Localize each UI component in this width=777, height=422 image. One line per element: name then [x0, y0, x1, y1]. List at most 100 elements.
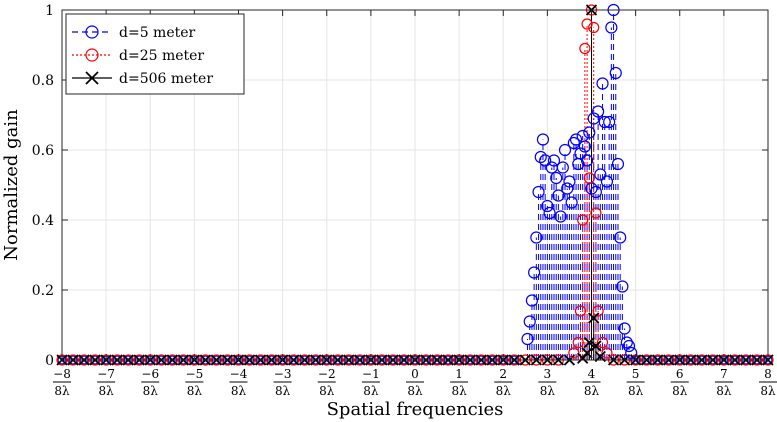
x-tick-numerator: 5 — [632, 367, 640, 381]
stem-circle-marker — [579, 42, 591, 55]
stem-circle-marker — [625, 346, 638, 360]
stem-circle-marker — [592, 105, 605, 118]
x-tick-numerator: −5 — [186, 367, 204, 381]
stem-circle-marker — [594, 168, 607, 181]
x-tick-denominator: 8λ — [628, 384, 644, 398]
stem-circle-marker — [554, 210, 567, 223]
x-tick-denominator: 8λ — [584, 384, 600, 398]
x-tick-denominator: 8λ — [760, 384, 776, 398]
stem-circle-marker — [556, 161, 569, 174]
x-tick-numerator: −6 — [141, 367, 159, 381]
stem-circle-marker — [616, 280, 629, 293]
x-tick-numerator: −4 — [230, 367, 248, 381]
stem-circle-marker — [569, 133, 583, 146]
legend-label: d=25 meter — [119, 48, 204, 64]
y-tick-label: 1 — [45, 3, 54, 19]
stem-circle-marker — [598, 115, 611, 129]
stem-circle-marker — [618, 322, 631, 335]
x-tick-denominator: 8λ — [319, 384, 335, 398]
x-tick-denominator: 8λ — [187, 384, 203, 398]
x-axis-ticks: −8 8λ −7 8λ −6 8λ −5 8λ −4 8λ −3 8λ −2 8λ −1 8λ 0 8λ 1 8λ 2 8… — [53, 10, 777, 398]
stem-circle-marker — [578, 140, 591, 153]
stem-circle-marker — [532, 185, 545, 199]
legend-x-marker — [85, 71, 99, 85]
stem-circle-marker — [568, 347, 580, 359]
stem-circle-marker — [567, 136, 580, 150]
stem-circle-marker — [525, 294, 539, 307]
stem-circle-marker — [572, 336, 584, 349]
stem-circle-marker — [574, 305, 587, 317]
x-axis-label: Spatial frequencies — [327, 399, 504, 420]
stem-circle-marker — [523, 315, 536, 328]
stem-circle-marker — [543, 206, 556, 220]
stem-circle-marker — [590, 207, 602, 219]
stem-circle-marker — [580, 154, 594, 167]
stem-circle-marker — [609, 66, 622, 80]
stem-circle-marker — [563, 175, 576, 188]
x-tick-numerator: 7 — [720, 367, 728, 381]
stem-circle-marker — [561, 182, 574, 195]
stem-circle-marker — [536, 133, 550, 146]
stem-circle-marker — [592, 305, 604, 317]
stem-circle-marker — [589, 185, 603, 199]
x-tick-numerator: 0 — [411, 367, 419, 381]
x-tick-numerator: 2 — [499, 367, 507, 381]
stem-circle-marker — [622, 339, 636, 353]
y-tick-label: 0.8 — [32, 73, 54, 89]
x-tick-numerator: 8 — [764, 367, 772, 381]
stem-circle-marker — [614, 231, 627, 244]
legend-label: d=5 meter — [119, 25, 196, 41]
legend-label: d=506 meter — [119, 71, 213, 87]
stem-circle-marker — [541, 199, 554, 213]
stem-x-marker — [590, 340, 602, 352]
x-tick-denominator: 8λ — [143, 384, 159, 398]
x-marker-stroke — [588, 312, 600, 324]
stem-circle-marker — [528, 266, 541, 279]
stem-x-marker — [588, 312, 600, 324]
stem-circle-marker — [558, 143, 572, 157]
stem-circle-marker — [588, 21, 600, 34]
stem-circle-marker — [611, 157, 625, 171]
x-tick-numerator: 1 — [455, 367, 463, 381]
stem-circle-marker — [530, 231, 543, 244]
x-tick-denominator: 8λ — [54, 384, 70, 398]
stem-circle-marker — [583, 126, 596, 139]
stem-circle-marker — [539, 154, 552, 167]
x-marker-stroke — [581, 347, 593, 359]
legend-circle-marker — [85, 48, 99, 62]
stem-circle-marker — [565, 196, 578, 209]
legend: d=5 meter d=25 meter d=506 meter — [65, 13, 245, 95]
x-tick-denominator: 8λ — [540, 384, 556, 398]
y-axis-label: Normalized gain — [1, 109, 22, 261]
stem-circle-marker — [521, 332, 534, 346]
stems-layer — [527, 10, 632, 360]
stem-circle-marker — [547, 154, 561, 167]
x-tick-numerator: −7 — [97, 367, 115, 381]
x-tick-denominator: 8λ — [452, 384, 468, 398]
stem-circle-marker — [581, 18, 593, 30]
markers-layer — [521, 3, 638, 364]
stem-circle-marker — [587, 112, 600, 125]
stem-circle-marker — [550, 171, 563, 185]
x-tick-numerator: −2 — [318, 367, 336, 381]
y-axis-ticks: 0 0.2 0.4 0.6 0.8 1 — [32, 3, 768, 369]
x-tick-numerator: −3 — [274, 367, 292, 381]
x-tick-denominator: 8λ — [231, 384, 247, 398]
stem-x-marker — [581, 347, 593, 359]
stem-circle-marker — [583, 172, 595, 184]
x-tick-denominator: 8λ — [716, 384, 732, 398]
x-marker-stroke — [583, 336, 595, 349]
x-tick-denominator: 8λ — [672, 384, 688, 398]
stem-x-marker — [583, 336, 595, 349]
y-tick-label: 0.4 — [32, 213, 54, 229]
stem-circle-marker — [577, 214, 589, 226]
x-marker-stroke — [85, 71, 99, 85]
stem-circle-marker — [601, 347, 613, 359]
x-tick-numerator: −8 — [53, 367, 71, 381]
stem-circle-marker — [603, 115, 616, 129]
stem-circle-marker — [552, 189, 565, 202]
stem-circle-marker — [605, 21, 618, 34]
x-tick-denominator: 8λ — [363, 384, 379, 398]
x-tick-denominator: 8λ — [407, 384, 423, 398]
